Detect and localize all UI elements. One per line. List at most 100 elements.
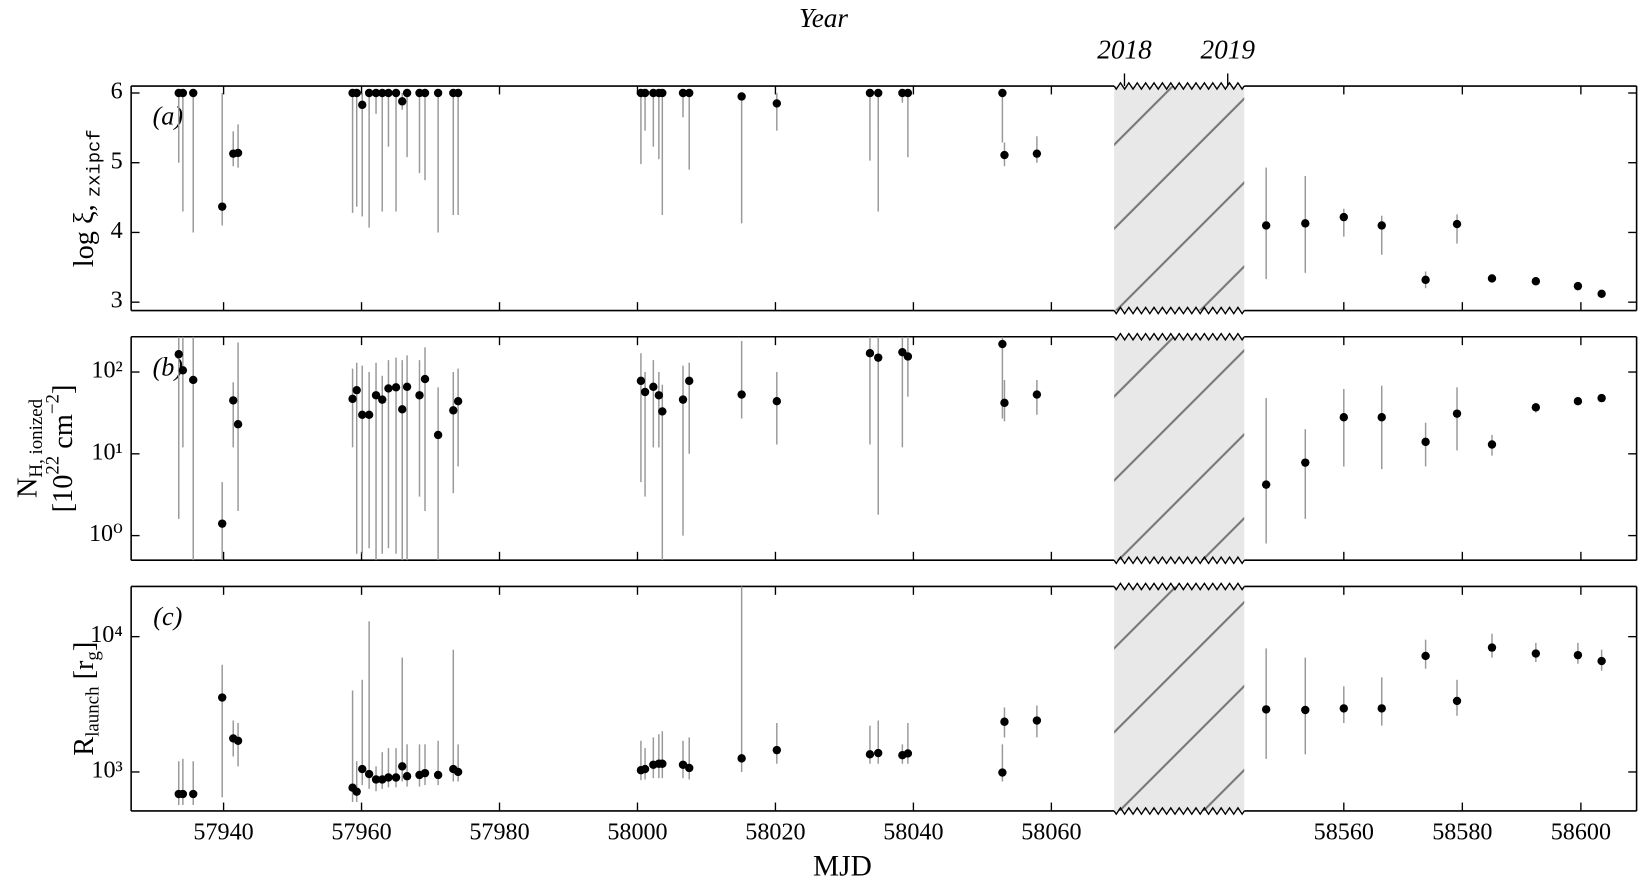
break-wave [1113, 555, 1245, 565]
data-point [371, 88, 381, 98]
data-point [772, 745, 782, 755]
y-tick-label: 5 [111, 148, 123, 174]
data-point [678, 395, 688, 404]
data-point [737, 754, 746, 763]
data-point [453, 767, 463, 777]
data-point [1301, 458, 1310, 467]
data-point [1261, 221, 1271, 230]
data-point [998, 768, 1007, 777]
data-point [453, 397, 463, 406]
data-point [398, 97, 407, 106]
data-point [415, 391, 424, 400]
data-point [402, 88, 412, 98]
x-tick-label: 58580 [1432, 820, 1492, 846]
x-tick-label: 58560 [1314, 820, 1374, 846]
data-point [865, 88, 875, 98]
y-axis-label: NH, ionized [12, 398, 47, 498]
y-tick-label: 10⁰ [89, 521, 123, 547]
data-point [189, 789, 198, 799]
data-point [218, 202, 227, 211]
data-point [218, 519, 227, 528]
data-point [1452, 696, 1462, 706]
y-tick-label: 10¹ [91, 439, 122, 465]
data-point [1301, 219, 1310, 228]
y-tick-label: 10³ [91, 757, 122, 783]
data-point [433, 770, 443, 780]
y-tick-label: 3 [111, 288, 123, 314]
year-axis-label: Year [799, 3, 848, 33]
break-wave [1113, 81, 1245, 91]
x-tick-label: 58020 [745, 820, 805, 846]
data-point [636, 376, 646, 386]
year-tick-label: 2019 [1200, 35, 1255, 65]
y-axis-label-part: [10 [48, 475, 79, 513]
data-point [178, 366, 188, 375]
data-point [391, 383, 401, 392]
data-point [1597, 656, 1606, 666]
data-point [364, 410, 374, 419]
y-axis-label-part: 22 [43, 456, 64, 475]
data-point [1261, 705, 1271, 714]
y-tick-label: 10⁴ [90, 622, 123, 648]
data-point [1487, 440, 1497, 449]
data-point [640, 88, 650, 98]
data-point [998, 88, 1007, 98]
data-point [649, 382, 658, 391]
data-point [903, 749, 913, 758]
data-point [1597, 393, 1606, 403]
data-point [737, 92, 746, 101]
data-point [384, 88, 393, 98]
data-point [218, 693, 227, 702]
data-point [1339, 704, 1349, 713]
data-point [1597, 289, 1606, 298]
data-point [678, 760, 688, 769]
y-tick-label: 4 [111, 218, 123, 244]
data-point [685, 376, 694, 386]
data-point [453, 88, 463, 98]
y-axis-label-part: R [69, 737, 100, 756]
axis-break [1114, 336, 1245, 561]
data-point [640, 764, 650, 774]
data-point [352, 88, 361, 98]
data-point [420, 374, 430, 384]
y-axis-label-part: g [83, 651, 104, 661]
data-point [449, 406, 458, 415]
y-axis-label: Rlaunch [rg] [69, 642, 104, 756]
data-point [1000, 150, 1009, 160]
data-point [1573, 397, 1583, 406]
data-point [654, 391, 664, 400]
y-tick-label: 6 [111, 79, 123, 105]
data-point [658, 88, 667, 98]
data-point [1452, 219, 1462, 229]
data-point [371, 391, 381, 400]
axis-break [1114, 586, 1245, 811]
data-point [1487, 643, 1497, 652]
data-point [352, 787, 361, 796]
data-point [233, 736, 243, 745]
y-axis-label-part: ] [48, 385, 79, 394]
data-point [1000, 398, 1009, 408]
data-point [178, 789, 188, 799]
data-point [658, 759, 667, 768]
data-point [1377, 704, 1386, 713]
data-point [398, 405, 407, 414]
x-tick-label: 58600 [1551, 820, 1611, 846]
data-point [358, 764, 367, 774]
break-wave [1113, 582, 1245, 591]
data-point [358, 410, 367, 419]
data-point [348, 394, 357, 404]
data-point [1531, 649, 1541, 658]
data-point [1032, 390, 1042, 399]
y-axis-label-part: ] [69, 642, 100, 651]
data-point [1573, 650, 1583, 660]
x-tick-label: 58000 [607, 820, 667, 846]
data-point [998, 339, 1007, 349]
y-axis-label-part: N [12, 478, 43, 498]
data-point [1032, 716, 1042, 725]
break-wave [1113, 332, 1245, 342]
data-point [772, 99, 782, 108]
y-tick-label: 10² [91, 358, 122, 384]
data-point [685, 88, 694, 98]
